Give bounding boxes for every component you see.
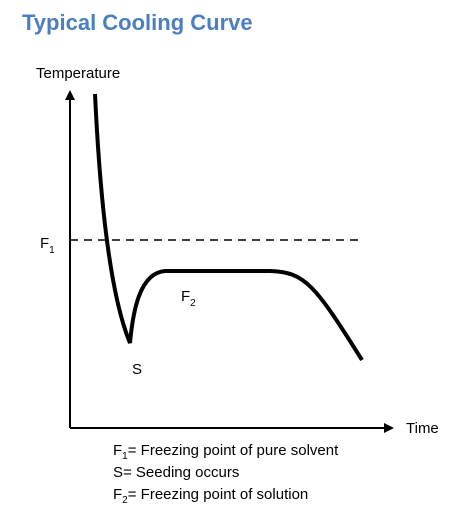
f1-sub: 1 xyxy=(49,245,55,256)
f1-base: F xyxy=(40,235,49,252)
s-label: S xyxy=(132,361,142,378)
x-axis-label: Time xyxy=(406,420,439,437)
legend-sub: 2 xyxy=(122,495,128,506)
legend-symbol: F xyxy=(113,442,122,459)
legend-entry: F2= Freezing point of solution xyxy=(113,486,308,506)
y-axis-label: Temperature xyxy=(36,65,120,82)
legend-entry: S= Seeding occurs xyxy=(113,464,239,481)
legend-sub: 1 xyxy=(122,451,128,462)
legend-text: = Freezing point of pure solvent xyxy=(128,442,339,459)
f2-sub: 2 xyxy=(190,298,196,309)
f2-base: F xyxy=(181,288,190,305)
cooling-curve xyxy=(93,93,364,362)
f2-label: F2 xyxy=(181,288,196,309)
f1-label: F1 xyxy=(40,235,55,256)
title: Typical Cooling Curve xyxy=(22,10,253,35)
legend-text: = Freezing point of solution xyxy=(128,486,309,503)
legend-symbol: F xyxy=(113,486,122,503)
legend-entry: F1= Freezing point of pure solvent xyxy=(113,442,339,462)
